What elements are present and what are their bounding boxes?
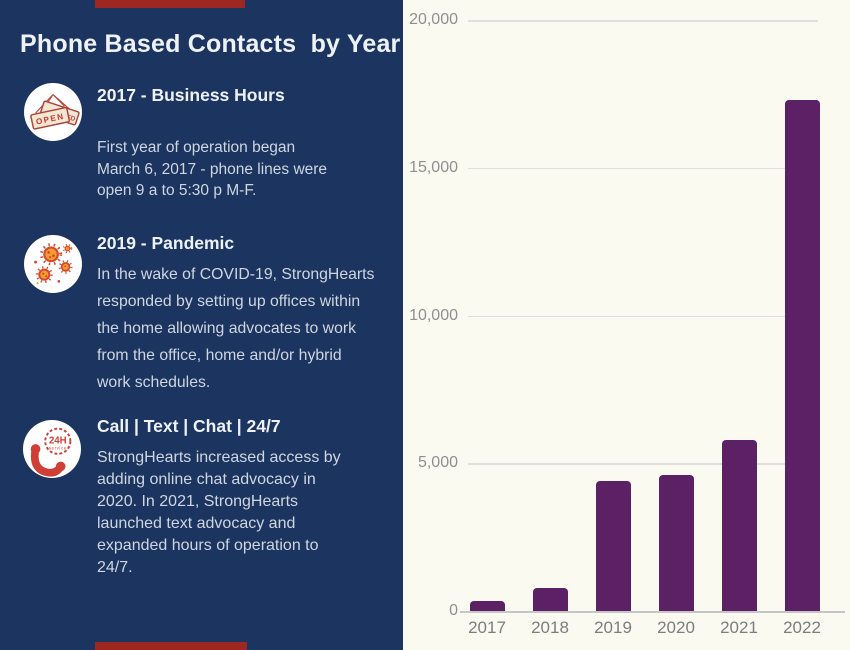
chart-bar (595, 480, 631, 611)
y-gridline (468, 167, 818, 170)
page-title: Phone Based Contacts by Year (20, 30, 401, 58)
chart-bar (784, 99, 820, 611)
x-axis-tick-label: 2020 (657, 618, 695, 637)
24h-phone-icon: 24H service (23, 420, 81, 478)
virus-icon (24, 235, 82, 293)
y-axis-tick-label: 0 (449, 602, 458, 619)
chart-bar (658, 475, 694, 611)
section-heading-247: Call | Text | Chat | 24/7 (97, 416, 281, 436)
x-axis-tick-label: 2017 (468, 618, 506, 637)
virus-graphic (34, 243, 73, 285)
svg-text:service: service (49, 445, 67, 450)
y-gridline (468, 20, 818, 22)
chart-bar (532, 588, 568, 611)
y-axis-tick-label: 15,000 (409, 158, 458, 176)
sidebar: Phone Based Contacts by Year SED OPEN (0, 0, 403, 650)
bar-chart-panel: 0 5,000 10,000 15,000 20,000 2017 2018 2019 2020… (403, 0, 850, 650)
top-accent-bar (95, 0, 245, 8)
y-gridline (468, 463, 818, 465)
section-heading-2019: 2019 - Pandemic (97, 233, 235, 253)
open-closed-sign-graphic: SED OPEN (30, 94, 80, 130)
open-closed-sign-icon: SED OPEN (24, 83, 82, 141)
y-axis-tick-label: 20,000 (409, 11, 458, 28)
x-axis-tick-label: 2021 (720, 618, 758, 637)
svg-text:24H: 24H (49, 436, 67, 447)
y-axis-tick-label: 10,000 (409, 306, 458, 324)
chart-bar (721, 439, 757, 611)
x-axis-tick-label: 2019 (594, 618, 632, 637)
x-axis-tick-label: 2018 (531, 618, 569, 637)
x-axis-tick-label: 2022 (783, 618, 821, 637)
x-axis-line (460, 611, 845, 613)
section-body-2019: In the wake of COVID-19, StrongHearts re… (97, 266, 375, 391)
24h-phone-graphic: 24H service (30, 427, 72, 477)
section-body-2017: First year of operation began March 6, 2… (97, 139, 328, 199)
y-axis-tick-label: 5,000 (417, 454, 458, 472)
chart-bar (469, 600, 505, 611)
section-body-247: StrongHearts increased access by adding … (97, 449, 341, 576)
bottom-accent-bar (95, 642, 247, 650)
section-heading-2017: 2017 - Business Hours (97, 85, 285, 105)
y-gridline (468, 315, 818, 317)
